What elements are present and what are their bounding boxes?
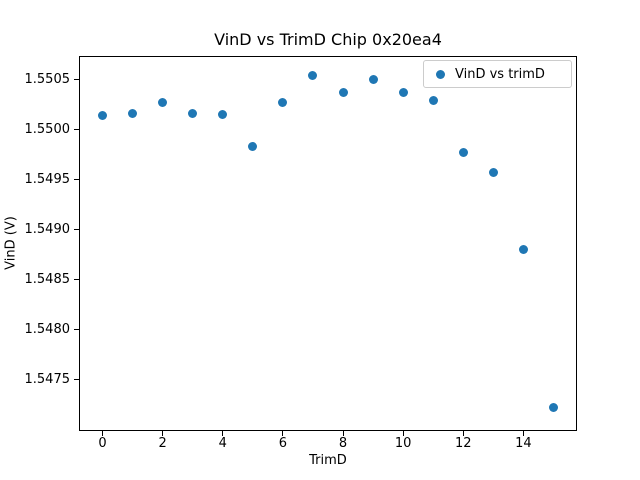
x-tick-label: 10 — [394, 436, 412, 451]
scatter-point — [188, 109, 198, 119]
scatter-point — [248, 142, 258, 152]
x-tick-mark — [282, 431, 284, 436]
x-axis-label: TrimD — [309, 453, 347, 468]
x-tick-label: 6 — [278, 436, 288, 451]
x-tick-mark — [462, 431, 464, 436]
y-tick-mark — [74, 79, 79, 81]
x-tick-mark — [522, 431, 524, 436]
scatter-point — [428, 96, 438, 106]
y-tick-label: 1.5490 — [24, 221, 71, 237]
y-tick-mark — [74, 129, 79, 131]
scatter-point — [338, 88, 348, 98]
scatter-point — [218, 110, 228, 120]
y-tick-mark — [74, 329, 79, 331]
scatter-point — [488, 168, 498, 178]
chart-title: VinD vs TrimD Chip 0x20ea4 — [214, 30, 442, 49]
y-tick-mark — [74, 179, 79, 181]
scatter-point — [518, 245, 528, 255]
scatter-point — [458, 148, 468, 158]
y-axis-label: VinD (V) — [3, 216, 19, 270]
x-tick-label: 0 — [98, 436, 107, 451]
y-tick-label: 1.5505 — [24, 71, 71, 87]
x-tick-label: 8 — [338, 436, 348, 451]
x-tick-label: 2 — [158, 436, 167, 451]
y-tick-label: 1.5485 — [24, 271, 71, 287]
x-tick-mark — [402, 431, 404, 436]
y-tick-label: 1.5480 — [24, 321, 71, 337]
y-tick-label: 1.5475 — [24, 371, 71, 387]
y-tick-mark — [74, 379, 79, 381]
scatter-point — [98, 111, 108, 121]
scatter-point — [158, 98, 168, 108]
legend-marker-icon — [436, 69, 445, 79]
scatter-point — [128, 109, 138, 119]
scatter-point — [368, 75, 378, 85]
y-tick-label: 1.5500 — [24, 121, 71, 137]
y-tick-mark — [74, 279, 79, 281]
x-tick-mark — [222, 431, 224, 436]
legend-entry-label: VinD vs trimD — [455, 66, 545, 82]
y-tick-mark — [74, 229, 79, 231]
plot-area — [79, 56, 577, 431]
scatter-point — [398, 88, 408, 98]
x-tick-label: 14 — [515, 436, 532, 451]
y-tick-label: 1.5495 — [24, 171, 71, 187]
x-tick-label: 12 — [454, 436, 472, 451]
scatter-point — [278, 98, 288, 108]
scatter-point — [548, 403, 558, 413]
legend: VinD vs trimD — [423, 60, 572, 88]
x-tick-label: 4 — [218, 436, 227, 451]
x-tick-mark — [102, 431, 104, 436]
x-tick-mark — [342, 431, 344, 436]
x-tick-mark — [162, 431, 164, 436]
scatter-point — [308, 71, 318, 81]
